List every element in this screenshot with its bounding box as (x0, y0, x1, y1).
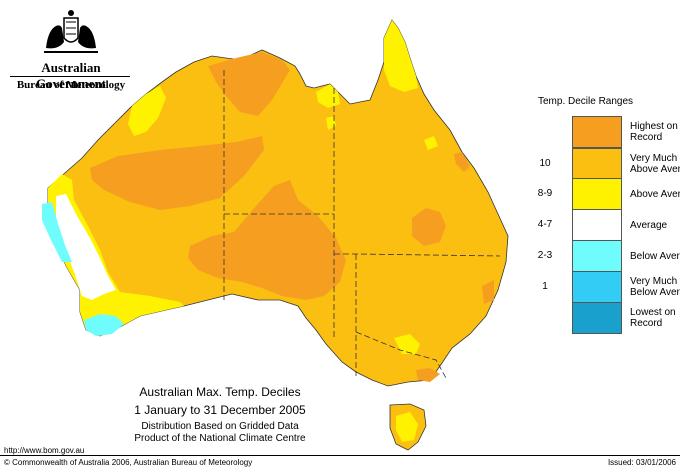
average-southwest (56, 194, 116, 300)
government-name: Australian Government (35, 60, 107, 91)
issued-date: Issued: 03/01/2006 (607, 458, 676, 467)
legend-swatch (572, 209, 622, 241)
website-url: http://www.bom.gov.au (4, 446, 85, 455)
legend-range (530, 115, 560, 149)
legend-swatch (572, 271, 622, 303)
legend-range: 2-3 (537, 250, 553, 261)
legend-swatch (572, 116, 622, 148)
legend-swatch (572, 148, 622, 180)
legend-title: Temp. Decile Ranges (538, 96, 634, 107)
highest-record-coast-se (482, 280, 494, 304)
map-period: 1 January to 31 December 2005 (134, 403, 306, 417)
footer-divider (0, 455, 680, 456)
legend-label: Average (630, 219, 668, 231)
coat-of-arms-icon (40, 8, 102, 61)
map-product-note: Product of the National Climate Centre (134, 433, 306, 444)
above-avg-vic (394, 334, 420, 354)
copyright-text: © Commonwealth of Australia 2006, Austra… (4, 458, 253, 467)
highest-record-qld (412, 208, 446, 246)
highest-record-north (208, 52, 290, 116)
above-avg-qld-small (424, 136, 438, 150)
legend-label: Highest on Record (630, 121, 678, 143)
legend-item-lowest: Lowest on Record (530, 301, 680, 335)
map-distribution-note: Distribution Based on Gridded Data (141, 421, 299, 432)
legend-swatch (572, 240, 622, 272)
highest-record-vic (416, 368, 440, 382)
above-avg-capeyork (384, 20, 418, 92)
above-avg-tas (396, 412, 418, 442)
legend-range (530, 301, 560, 335)
highest-record-coast (454, 152, 470, 172)
legend-item-above: 8-9 Above Average (530, 177, 680, 211)
state-borders (223, 70, 501, 379)
map-title: Australian Max. Temp. Deciles (139, 385, 301, 399)
legend-label: Below Average (630, 250, 680, 262)
legend-label: Lowest on Record (630, 307, 676, 329)
below-avg-south (84, 314, 124, 336)
highest-record-central (188, 180, 346, 300)
legend-range: 4-7 (537, 219, 553, 230)
logo-divider (10, 76, 130, 77)
legend-range: 8-9 (537, 188, 553, 199)
highest-record-west (90, 136, 264, 210)
legend-swatch (572, 302, 622, 334)
above-avg-gulf-small (326, 116, 336, 130)
legend-item-average: 4-7 Average (530, 208, 680, 242)
below-avg-west (42, 202, 72, 262)
legend-label: Above Average (630, 188, 680, 200)
above-avg-kimberley (128, 86, 166, 136)
legend-item-below: 2-3 Below Average (530, 239, 680, 273)
bureau-name: Bureau of Meteorology (16, 79, 126, 91)
legend-swatch (572, 178, 622, 210)
legend-range: 10 (539, 158, 551, 169)
legend-range: 1 (542, 281, 548, 292)
legend-item-highest: Highest on Record (530, 115, 680, 149)
